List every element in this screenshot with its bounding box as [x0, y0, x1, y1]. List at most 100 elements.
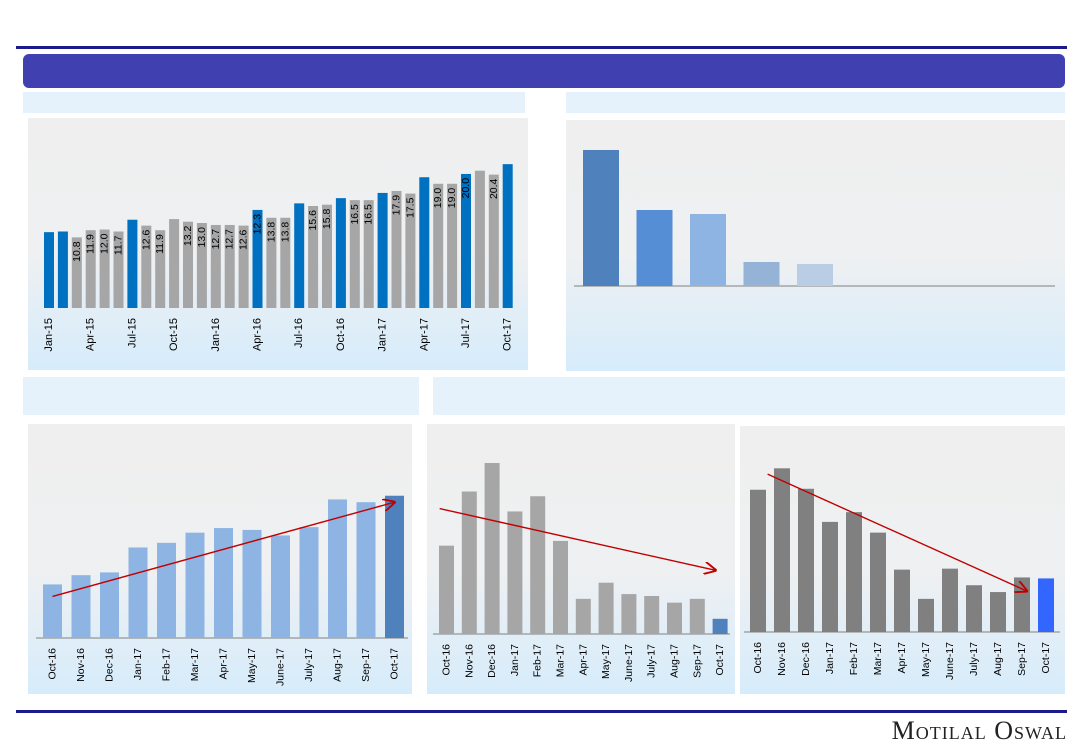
tick-label-June-17: June-17	[623, 644, 635, 682]
subtitle-strip-4	[433, 377, 1065, 415]
bar-Jan-17	[377, 192, 388, 308]
bar-Sep-15	[155, 230, 166, 308]
data-label-Sep-16: 15.8	[321, 209, 333, 230]
bar-Jul-16	[294, 203, 305, 308]
tick-label-Aug-17: Aug-17	[669, 644, 681, 678]
bar-June-17	[271, 535, 290, 638]
bar-Nov-16	[774, 468, 790, 632]
data-label-Aug-16: 15.6	[307, 210, 319, 231]
subtitle-strip-3	[23, 377, 419, 415]
brand-logo: Motilal Oswal	[891, 716, 1067, 745]
data-label-Mar-16: 12.6	[238, 229, 250, 250]
tick-label-Feb-17: Feb-17	[848, 642, 860, 675]
data-label-Apr-15: 11.9	[85, 234, 97, 254]
tick-label-Jan-17: Jan-17	[509, 644, 521, 676]
bar-Dec-16	[363, 200, 374, 308]
bar-Jul-15	[127, 219, 138, 308]
bar-C	[690, 214, 726, 286]
bar-Feb-17	[530, 496, 546, 634]
tick-label-Jan-17: Jan-17	[377, 318, 389, 352]
data-label-Aug-15: 12.6	[140, 229, 152, 250]
tick-label-Jul-16: Jul-16	[293, 318, 305, 348]
bar-Nov-15	[183, 221, 193, 308]
data-label-Dec-15: 13.0	[196, 227, 208, 248]
bar-Sep-17	[488, 174, 499, 308]
data-label-Mar-15: 10.8	[71, 241, 83, 262]
bar-July-17	[644, 596, 660, 634]
data-label-Jun-16: 13.8	[279, 222, 291, 243]
bar-June-17	[942, 568, 958, 632]
tick-label-Jan-17: Jan-17	[824, 642, 836, 674]
bar-Dec-16	[798, 488, 814, 632]
tick-label-Dec-16: Dec-16	[800, 642, 812, 676]
trend-arrow	[767, 473, 1027, 591]
data-label-May-15: 12.0	[99, 233, 111, 254]
bar-Feb-16	[224, 224, 235, 308]
bar-Jan-17	[822, 521, 838, 632]
bar-Feb-15	[57, 231, 68, 308]
bar-Oct-17	[712, 618, 728, 634]
bar-Aug-15	[141, 225, 152, 308]
tick-label-Aug-17: Aug-17	[332, 648, 344, 682]
tick-label-Apr-17: Apr-17	[418, 318, 430, 351]
bar-Nov-16	[461, 491, 477, 634]
chart-falling-trend-a: Oct-16 Nov-16 Dec-16 Jan-17 Feb-17 Mar-17 Apr-…	[433, 463, 730, 682]
data-label-Nov-16: 16.5	[349, 204, 361, 225]
bar-Dec-16	[484, 463, 500, 634]
chart-panel-1: Jan-15 10.8 11.9 Apr-15 12.0 11.7 Jul-15 12.6 11…	[28, 118, 528, 370]
bar-May-15	[99, 229, 110, 308]
bar-Oct-16	[750, 489, 766, 632]
tick-label-Sep-17: Sep-17	[360, 648, 372, 682]
bar-D	[743, 262, 780, 286]
bar-Sep-17	[689, 598, 705, 634]
tick-label-Sep-17: Sep-17	[1016, 642, 1028, 676]
bar-May-17	[598, 582, 614, 634]
data-label-May-17: 19.0	[432, 188, 444, 209]
tick-label-Apr-17: Apr-17	[577, 644, 589, 676]
data-label-Jan-16: 12.7	[210, 229, 222, 250]
bar-Jun-16	[280, 217, 291, 308]
bar-Mar-17	[870, 532, 886, 632]
tick-label-Oct-17: Oct-17	[714, 644, 726, 676]
bar-Apr-15	[85, 230, 96, 308]
tick-label-Jan-16: Jan-16	[210, 318, 222, 352]
bar-Dec-16	[100, 572, 119, 638]
bar-Aug-17	[474, 170, 485, 308]
chart-panel-3: Oct-16 Nov-16 Dec-16 Jan-17 Feb-17 Mar-17 Apr-…	[28, 424, 412, 694]
bar-A	[583, 150, 619, 286]
bar-Jan-15	[44, 232, 54, 308]
tick-label-Feb-17: Feb-17	[161, 648, 173, 681]
data-label-Jun-15: 11.7	[113, 235, 125, 255]
bar-Apr-17	[575, 598, 591, 634]
chart-panel-5: Oct-16 Nov-16 Dec-16 Jan-17 Feb-17 Mar-17 Apr-…	[740, 426, 1065, 694]
bar-Apr-17	[419, 177, 430, 308]
bar-Nov-16	[349, 200, 360, 308]
bar-May-17	[433, 183, 444, 308]
bar-Mar-17	[405, 193, 416, 308]
tick-label-Apr-17: Apr-17	[218, 648, 230, 680]
tick-label-July-17: July-17	[968, 642, 980, 676]
tick-label-July-17: July-17	[646, 644, 658, 678]
data-label-Sep-15: 11.9	[154, 234, 166, 254]
bottom-rule	[16, 710, 1067, 713]
bar-Mar-17	[553, 540, 568, 634]
data-label-Feb-16: 12.7	[224, 229, 236, 250]
data-label-Jun-17: 19.0	[446, 188, 458, 209]
trend-arrow	[439, 507, 716, 571]
tick-label-Jul-17: Jul-17	[460, 318, 472, 348]
bar-Feb-17	[391, 190, 402, 308]
data-label-Nov-15: 13.2	[182, 226, 194, 247]
bar-Oct-16	[439, 545, 454, 634]
bar-Apr-17	[214, 528, 233, 638]
tick-label-Mar-17: Mar-17	[189, 648, 201, 681]
bar-Feb-17	[157, 542, 176, 638]
tick-label-Oct-17: Oct-17	[502, 318, 514, 351]
bar-Oct-16	[335, 198, 346, 308]
tick-label-Oct-16: Oct-16	[335, 318, 347, 351]
tick-label-Oct-17: Oct-17	[389, 648, 401, 680]
bar-May-16	[266, 217, 277, 308]
title-bar	[23, 54, 1065, 88]
tick-label-Jul-15: Jul-15	[126, 318, 138, 348]
tick-label-June-17: June-17	[944, 642, 956, 680]
